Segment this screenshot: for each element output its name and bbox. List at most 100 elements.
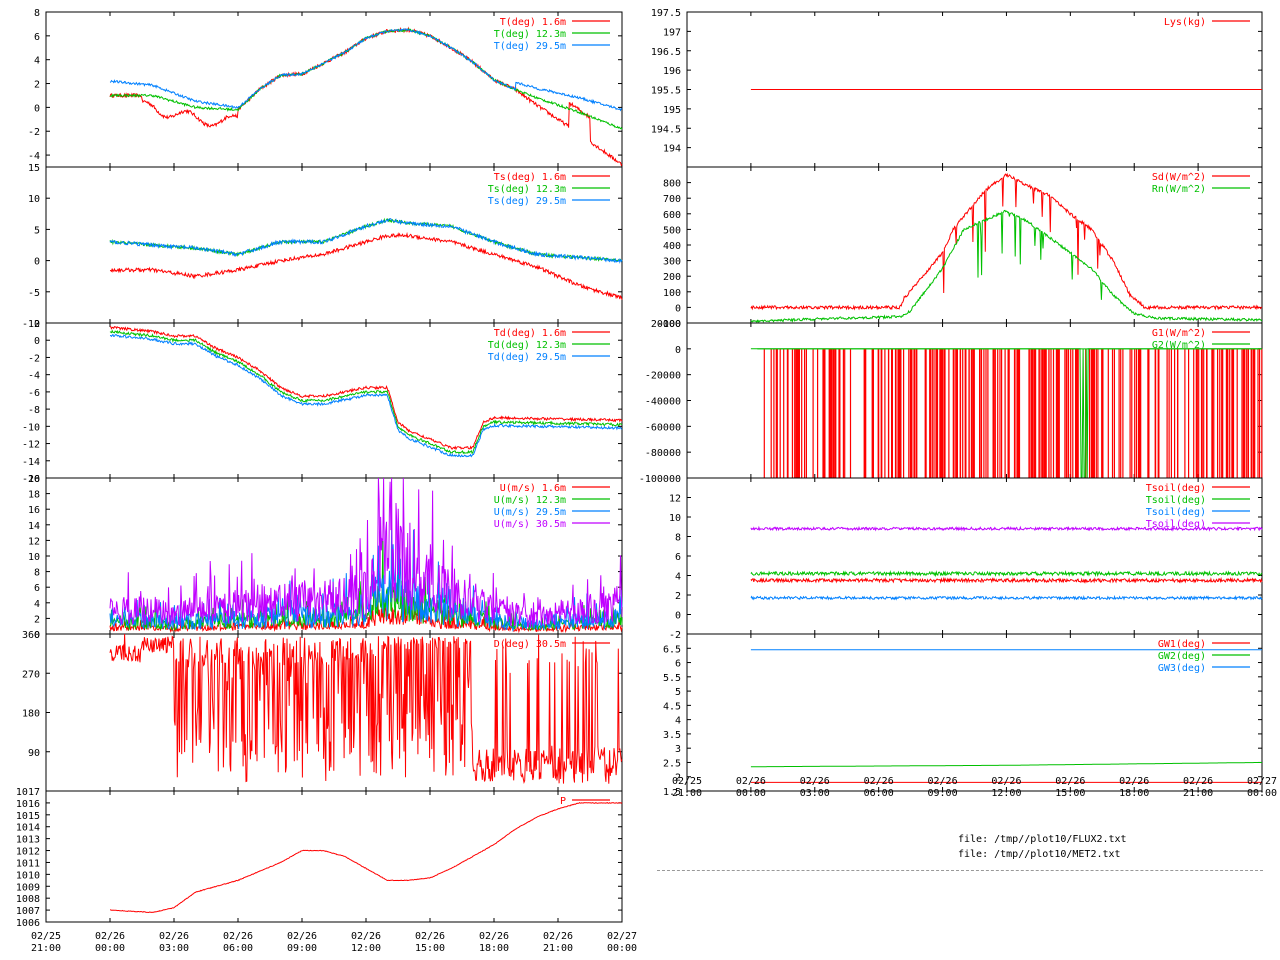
y-tick-label: 5 <box>675 687 681 698</box>
x-tick-label-time: 03:00 <box>159 943 189 954</box>
legend-label: GW2(deg) <box>1158 651 1206 662</box>
x-tick-label-time: 03:00 <box>800 788 830 799</box>
legend-label: P <box>560 796 566 807</box>
series-line-P-0 <box>110 801 623 914</box>
y-tick-label: 100 <box>663 288 681 299</box>
x-tick-label-time: 12:00 <box>351 943 381 954</box>
y-tick-label: 600 <box>663 210 681 221</box>
y-tick-label: 4 <box>34 599 40 610</box>
x-tick-label-time: 12:00 <box>991 788 1021 799</box>
y-tick-label: 1013 <box>16 835 40 846</box>
legend-label: Rn(W/m^2) <box>1152 184 1206 195</box>
x-tick-label-date: 02/26 <box>800 776 830 787</box>
series-line-G-0 <box>763 348 1263 478</box>
x-tick-label-date: 02/26 <box>223 931 253 942</box>
y-tick-label: 194 <box>663 144 681 155</box>
y-tick-label: 3 <box>675 744 681 755</box>
y-tick-label: 1014 <box>16 823 40 834</box>
y-tick-label: 270 <box>22 669 40 680</box>
y-tick-label: 1011 <box>16 858 40 869</box>
series-line-Td-0 <box>109 325 623 451</box>
footer-file-flux: file: /tmp//plot10/FLUX2.txt <box>958 834 1127 845</box>
y-tick-label: 180 <box>22 709 40 720</box>
y-tick-label: 6.5 <box>663 644 681 655</box>
y-tick-label: 2 <box>675 773 681 784</box>
y-tick-label: -2 <box>669 630 681 641</box>
y-tick-label: 195.5 <box>651 86 681 97</box>
y-tick-label: 196 <box>663 66 681 77</box>
panel-GW: 1.5 2 2.5 3 3.5 4 4.5 5 5.5 6 6.5 GW1(deg)GW2(deg)G… <box>663 633 1263 798</box>
legend-label: Tsoil(deg) <box>1146 507 1206 518</box>
x-tick-label-date: 02/26 <box>415 931 445 942</box>
panel-frame <box>686 633 1263 792</box>
legend-label: G1(W/m^2) <box>1152 328 1206 339</box>
y-tick-label: 1015 <box>16 811 40 822</box>
y-tick-label: -10 <box>22 319 40 330</box>
y-tick-label: -6 <box>28 388 40 399</box>
legend-label: Td(deg) 1.6m <box>494 328 566 339</box>
y-tick-label: 800 <box>663 179 681 190</box>
y-tick-label: 197 <box>663 27 681 38</box>
x-tick-label-time: 21:00 <box>543 943 573 954</box>
x-tick-label-time: 18:00 <box>1119 788 1149 799</box>
y-tick-label: 8 <box>34 8 40 19</box>
y-tick-label: 1016 <box>16 799 40 810</box>
x-tick-label-date: 02/26 <box>543 931 573 942</box>
series-line-Tsoil-2 <box>750 594 1263 601</box>
y-tick-label: 197.5 <box>651 8 681 19</box>
legend-label: T(deg) 12.3m <box>494 29 566 40</box>
y-tick-label: 300 <box>663 257 681 268</box>
x-tick-label-time: 15:00 <box>1055 788 1085 799</box>
panel-U: 0 2 4 6 8 10 12 14 16 18 20 U(m/s) 1.6mU(m/s) 12.3m… <box>28 474 623 641</box>
x-tick-label-date: 02/26 <box>864 776 894 787</box>
y-tick-label: 6 <box>34 32 40 43</box>
y-tick-label: 0 <box>675 303 681 314</box>
y-tick-label: -8 <box>28 405 40 416</box>
y-tick-label: 1006 <box>16 918 40 929</box>
legend-label: Lys(kg) <box>1164 17 1206 28</box>
series-line-Ts-2 <box>109 218 623 264</box>
series-line-G-1 <box>750 348 1262 479</box>
y-tick-label: 18 <box>28 490 40 501</box>
x-tick-label-time: 06:00 <box>864 788 894 799</box>
x-tick-label-time: 15:00 <box>415 943 445 954</box>
y-tick-label: 0 <box>34 336 40 347</box>
y-tick-label: -2 <box>28 127 40 138</box>
x-tick-label-time: 09:00 <box>928 788 958 799</box>
panel-G: -100000 -80000 -60000 -40000 -20000 0 20000 G1(… <box>639 319 1263 485</box>
x-tick-label-date: 02/26 <box>1055 776 1085 787</box>
series-line-Rad-0 <box>750 172 1263 311</box>
y-tick-label: 12 <box>669 494 681 505</box>
legend-label: Tsoil(deg) <box>1146 519 1206 530</box>
legend-label: U(m/s) 30.5m <box>494 519 566 530</box>
y-tick-label: 6 <box>675 552 681 563</box>
legend-label: Td(deg) 12.3m <box>488 340 566 351</box>
legend-label: Tsoil(deg) <box>1146 483 1206 494</box>
y-tick-label: 1017 <box>16 787 40 798</box>
x-tick-label-time: 06:00 <box>223 943 253 954</box>
legend-label: T(deg) 29.5m <box>494 41 566 52</box>
y-tick-label: -80000 <box>645 448 681 459</box>
y-tick-label: 5 <box>34 225 40 236</box>
y-tick-label: 4 <box>675 716 681 727</box>
series-line-Tsoil-0 <box>750 576 1263 584</box>
x-tick-label-date: 02/26 <box>736 776 766 787</box>
y-tick-label: 1.5 <box>663 787 681 798</box>
x-tick-label-date: 02/26 <box>287 931 317 942</box>
legend-label: T(deg) 1.6m <box>500 17 566 28</box>
y-tick-label: 2 <box>675 591 681 602</box>
y-tick-label: -2 <box>28 353 40 364</box>
panel-Tsoil: -2024681012Tsoil(deg)Tsoil(deg)Tsoil(deg… <box>669 477 1263 641</box>
y-tick-label: 2 <box>34 614 40 625</box>
y-tick-label: 1009 <box>16 882 40 893</box>
y-tick-label: 8 <box>34 568 40 579</box>
y-tick-label: 5.5 <box>663 673 681 684</box>
panel-T: -4 -2 0 2 4 6 8 T(deg) 1.6mT(deg) 12.3mT(deg) 2… <box>28 8 623 168</box>
y-tick-label: 90 <box>28 748 40 759</box>
panel-Rad: -100 0 100 200 300 400 500 600 700 800 Sd(W/m^2)Rn… <box>657 166 1263 330</box>
y-tick-label: 15 <box>28 163 40 174</box>
y-tick-label: 0 <box>34 630 40 641</box>
series-line-Td-1 <box>109 329 623 455</box>
y-tick-label: -5 <box>28 288 40 299</box>
legend-label: U(m/s) 1.6m <box>500 483 566 494</box>
